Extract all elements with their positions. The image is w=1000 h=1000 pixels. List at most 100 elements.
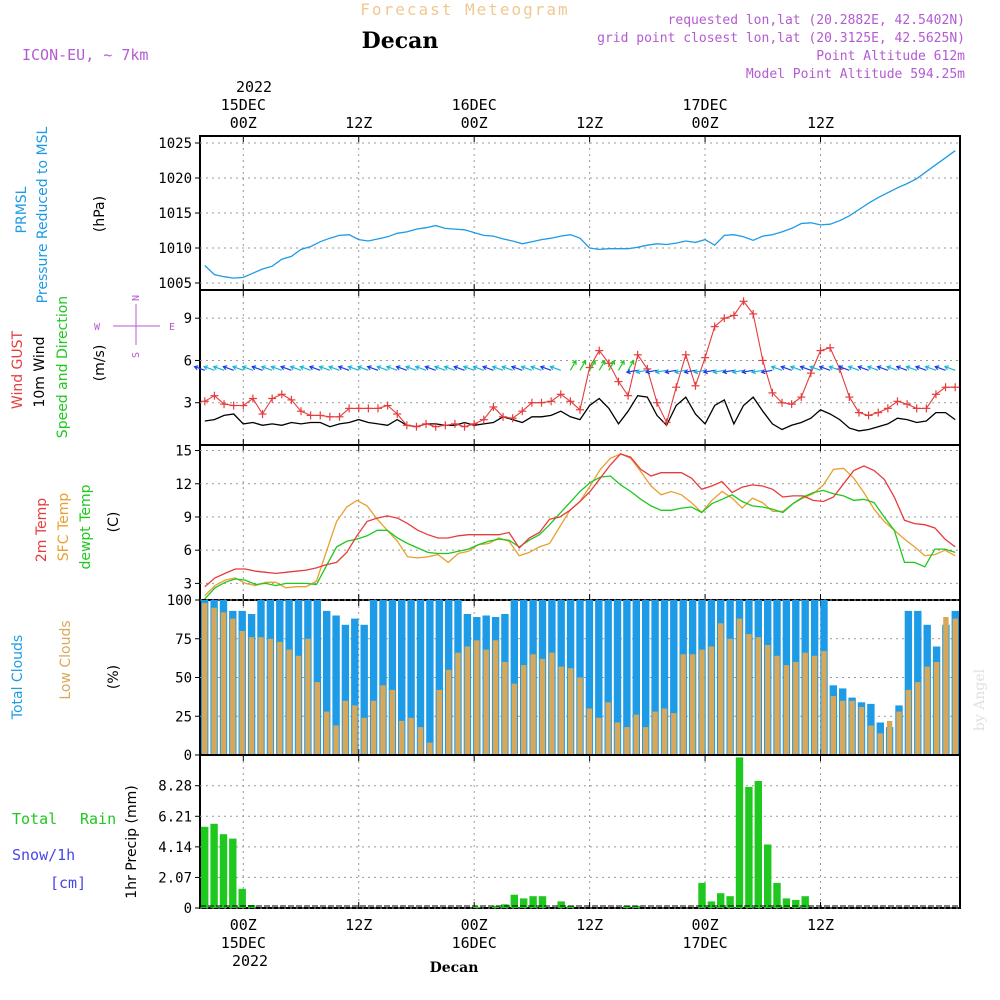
rain-bar — [792, 899, 800, 908]
compass-s: S — [131, 352, 142, 358]
rain-bar — [557, 901, 565, 908]
low-cloud-bar — [305, 638, 311, 756]
model-altitude: Model Point Altitude 594.25m — [746, 67, 965, 82]
gust-marker — [277, 390, 286, 399]
c-unit-label: (C) — [106, 512, 122, 533]
wind-direction-arrow — [260, 365, 273, 371]
gust-marker — [778, 398, 787, 407]
low-cloud-bar — [924, 666, 930, 755]
wind-ytick-label-0: 3 — [184, 396, 192, 412]
clouds-ytick-label-2: 50 — [175, 671, 192, 687]
temp-2m-label: 2m Temp — [34, 498, 50, 562]
gust-marker — [816, 346, 825, 355]
bottom-time-label-5: 12Z — [807, 916, 834, 934]
gust-marker — [527, 398, 536, 407]
gust-marker — [787, 400, 796, 409]
gust-marker — [470, 419, 479, 428]
gust-marker — [402, 421, 411, 430]
wind-series-line — [204, 394, 956, 432]
rain-bar — [707, 901, 716, 908]
rain-bar — [745, 786, 753, 908]
wind-direction-arrow — [356, 365, 369, 371]
wind-direction-arrow — [539, 365, 552, 371]
low-cloud-bar — [202, 603, 208, 755]
page-title: Decan — [362, 28, 439, 54]
wind-direction-arrow — [617, 359, 625, 371]
low-cloud-bar — [483, 649, 489, 755]
gust-marker — [768, 388, 777, 397]
low-cloud-bar — [399, 720, 405, 755]
low-cloud-bar — [380, 685, 386, 756]
total-cloud-bar — [613, 600, 622, 755]
total-cloud-bar — [435, 600, 443, 755]
temp-dewpt-label: dewpt Temp — [78, 484, 94, 569]
bottom-time-label-2: 00Z — [461, 916, 488, 934]
low-cloud-bar — [502, 662, 508, 755]
wind-direction-arrow — [212, 365, 225, 371]
low-cloud-bar — [539, 658, 546, 755]
low-cloud-bar — [652, 711, 658, 755]
temp-ytick-label-0: 3 — [184, 576, 192, 592]
wind-direction-arrow — [741, 369, 754, 375]
wind-direction-arrow — [241, 365, 254, 371]
gust-marker — [460, 422, 469, 431]
gust-marker — [508, 414, 517, 423]
total-cloud-bar — [351, 618, 359, 755]
sfc-temp-line — [204, 453, 956, 597]
low-cloud-bar — [596, 717, 602, 755]
ms-unit-label: (m/s) — [92, 345, 108, 382]
wind-direction-arrow — [520, 365, 533, 371]
pressure-ytick-label-2: 1015 — [158, 206, 192, 222]
wind-direction-arrow — [453, 365, 465, 371]
bottom-time-label-0: 00Z — [230, 916, 257, 934]
subtitle: Forecast Meteogram — [360, 0, 569, 19]
pressure-ytick-label-3: 1020 — [158, 171, 192, 187]
total-cloud-bar — [642, 600, 650, 755]
compass-e: E — [169, 322, 175, 333]
wind-direction-arrow — [886, 365, 898, 371]
top-time-label-5: 12Z — [807, 114, 834, 132]
gust-marker — [316, 411, 325, 420]
point-altitude: Point Altitude 612m — [816, 49, 965, 64]
gust-marker — [479, 415, 488, 424]
top-time-label-1: 12Z — [345, 114, 372, 132]
gust-marker — [806, 369, 815, 378]
rain-bar — [754, 781, 762, 908]
wind-ytick-label-2: 9 — [184, 311, 192, 327]
low-cloud-bar — [680, 654, 686, 756]
low-cloud-bar — [342, 700, 349, 756]
low-cloud-bar — [877, 733, 883, 755]
gust-marker — [306, 411, 315, 420]
total-cloud-bar — [341, 624, 350, 755]
low-cloud-bar — [933, 662, 940, 755]
wind-direction-arrow — [625, 369, 638, 375]
temp-frame — [199, 444, 961, 601]
low-cloud-bar — [708, 646, 715, 755]
temp-ytick-label-4: 15 — [175, 444, 192, 460]
gust-marker — [739, 297, 748, 306]
low-cloud-bar — [389, 689, 396, 755]
low-cloud-bar — [446, 669, 452, 756]
low-cloud-bar — [314, 682, 320, 755]
gust-marker — [297, 407, 306, 416]
low-cloud-bar — [699, 649, 705, 755]
pressure-ytick-label-4: 1025 — [158, 136, 192, 152]
gust-marker — [518, 407, 527, 416]
wind-direction-arrow — [760, 369, 773, 375]
low-cloud-bar — [689, 654, 696, 756]
top-time-label-3: 12Z — [576, 114, 603, 132]
wind-direction-arrow — [530, 365, 542, 371]
rain-bar — [698, 882, 706, 908]
precip-ytick-label-4: 8.28 — [158, 779, 192, 795]
low-cloud-bar — [333, 725, 339, 755]
wind-direction-arrow — [491, 365, 504, 371]
wind-direction-arrow — [589, 359, 596, 371]
gust-marker — [729, 311, 738, 320]
low-cloud-bar — [361, 717, 367, 755]
pressure-msl-label: Pressure Reduced to MSL — [35, 126, 51, 303]
low-cloud-bar — [643, 727, 649, 755]
wind-direction-arrow — [579, 359, 587, 371]
gust-marker — [624, 391, 633, 400]
wind-direction-arrow — [270, 365, 282, 371]
total-label: Total — [12, 810, 57, 828]
